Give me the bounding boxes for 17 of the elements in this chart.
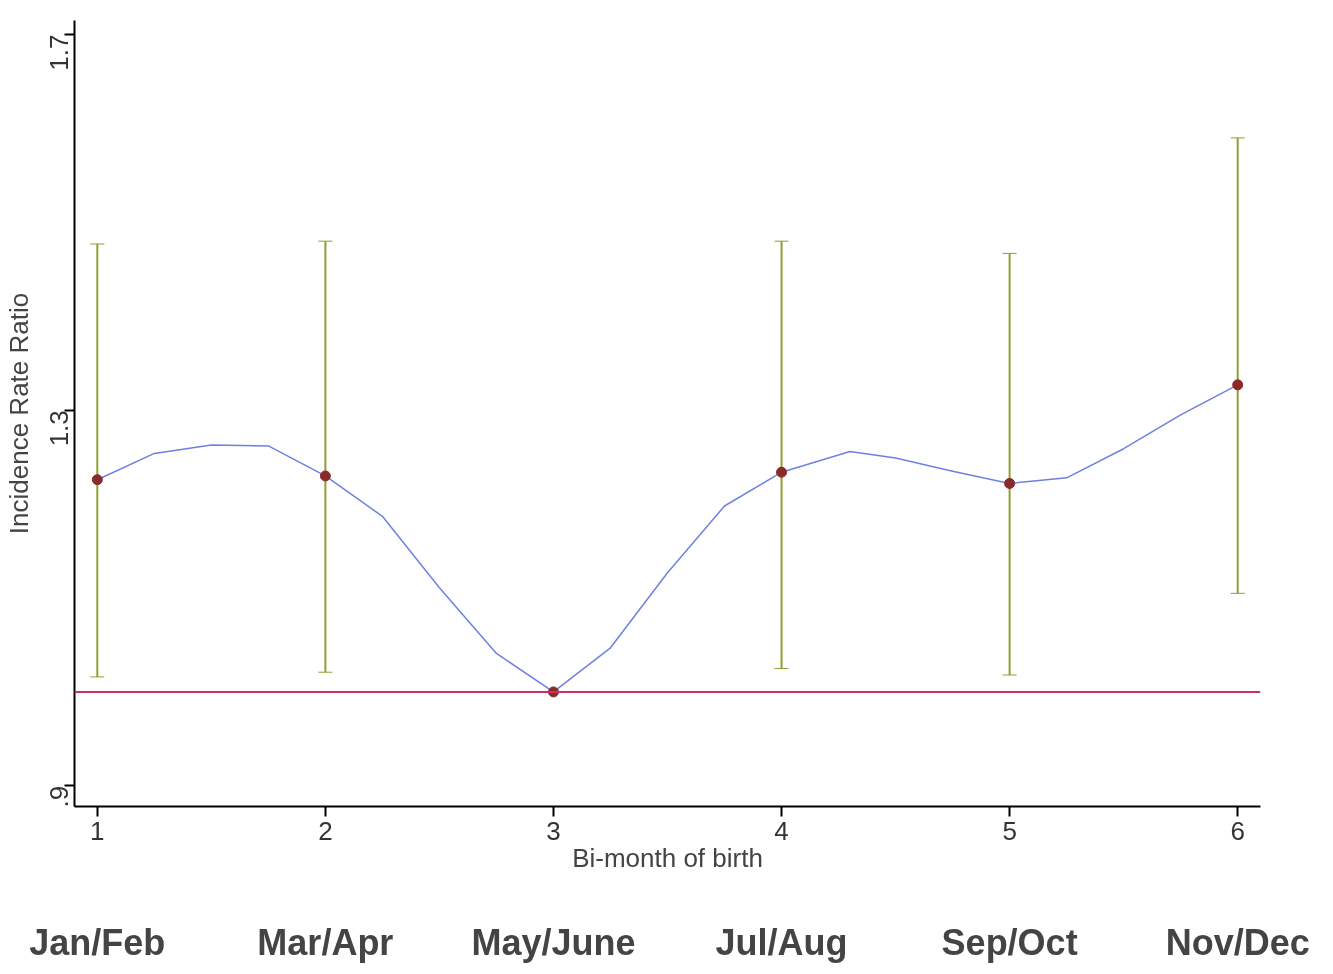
y-tick-label: 1.3 [44,410,75,447]
y-tick-label: 1.7 [44,34,75,71]
x-tick-label: 3 [546,815,561,846]
y-tick-label: .9 [44,785,75,808]
text: Jan/Feb [29,921,166,963]
x-tick-label: 6 [1230,815,1245,846]
x-tick-label: 2 [318,815,333,846]
x-tick-label: 5 [1002,815,1017,846]
x-tick-label: 1 [90,815,105,846]
text: Mar/Apr [257,921,394,963]
x-tick-label: 4 [774,815,789,846]
text: Nov/Dec [1165,921,1310,963]
text: May/June [471,921,636,963]
y-axis-title: Incidence Rate Ratio [3,292,34,535]
text: Sep/Oct [941,921,1078,963]
x-axis-title: Bi-month of birth [572,842,763,873]
text: Jul/Aug [715,921,848,963]
